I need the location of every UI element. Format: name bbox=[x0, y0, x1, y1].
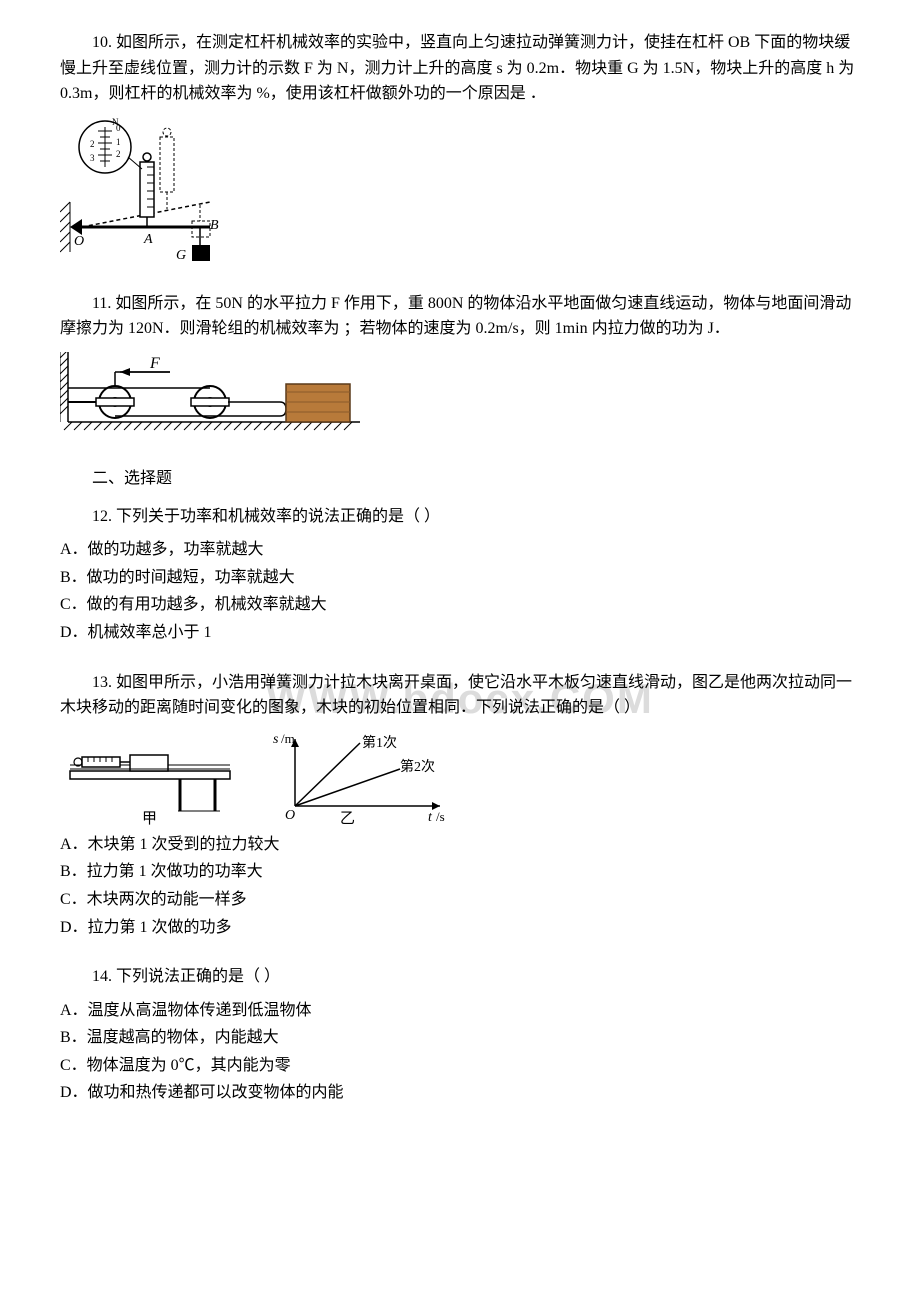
svg-text:2: 2 bbox=[90, 139, 95, 149]
question-13: 13. 如图甲所示，小浩用弹簧测力计拉木块离开桌面，使它沿水平木板匀速直线滑动，… bbox=[60, 670, 860, 941]
svg-text:s: s bbox=[273, 732, 279, 747]
q14-option-d: D．做功和热传递都可以改变物体的内能 bbox=[60, 1080, 860, 1106]
svg-text:第2次: 第2次 bbox=[400, 758, 435, 775]
question-11-figure: F bbox=[60, 352, 860, 442]
q14-option-a: A．温度从高温物体传递到低温物体 bbox=[60, 998, 860, 1024]
question-10-figure: 0 N 1 2 2 3 O A B G bbox=[60, 117, 860, 267]
svg-text:/s: /s bbox=[436, 809, 445, 824]
label-G: G bbox=[176, 248, 186, 263]
q13-option-c: C．木块两次的动能一样多 bbox=[60, 887, 860, 913]
label-F: F bbox=[149, 355, 160, 372]
q13-option-d: D．拉力第 1 次做的功多 bbox=[60, 915, 860, 941]
question-14: 14. 下列说法正确的是（ ） A．温度从高温物体传递到低温物体 B．温度越高的… bbox=[60, 964, 860, 1106]
question-12-options: A．做的功越多，功率就越大 B．做功的时间越短，功率就越大 C．做的有用功越多，… bbox=[60, 537, 860, 645]
question-12: 12. 下列关于功率和机械效率的说法正确的是（ ） A．做的功越多，功率就越大 … bbox=[60, 504, 860, 646]
q12-option-d: D．机械效率总小于 1 bbox=[60, 620, 860, 646]
question-13-figure: 甲 s /m t /s bbox=[60, 731, 860, 826]
question-10-text: 10. 如图所示，在测定杠杆机械效率的实验中，竖直向上匀速拉动弹簧测力计，使挂在… bbox=[60, 30, 860, 107]
svg-text:3: 3 bbox=[90, 153, 95, 163]
question-14-options: A．温度从高温物体传递到低温物体 B．温度越高的物体，内能越大 C．物体温度为 … bbox=[60, 998, 860, 1106]
q14-option-c: C．物体温度为 0℃，其内能为零 bbox=[60, 1053, 860, 1079]
q13-option-b: B．拉力第 1 次做功的功率大 bbox=[60, 859, 860, 885]
question-14-stem: 14. 下列说法正确的是（ ） bbox=[60, 964, 860, 990]
q13-caption-left: 甲 bbox=[142, 811, 157, 826]
svg-text:1: 1 bbox=[116, 137, 121, 147]
svg-text:O: O bbox=[285, 808, 295, 823]
question-10: 10. 如图所示，在测定杠杆机械效率的实验中，竖直向上匀速拉动弹簧测力计，使挂在… bbox=[60, 30, 860, 267]
label-O: O bbox=[74, 234, 84, 249]
svg-text:2: 2 bbox=[116, 149, 121, 159]
q13-figure-left: 甲 bbox=[60, 731, 240, 826]
q14-option-b: B．温度越高的物体，内能越大 bbox=[60, 1025, 860, 1051]
question-13-options: A．木块第 1 次受到的拉力较大 B．拉力第 1 次做功的功率大 C．木块两次的… bbox=[60, 832, 860, 940]
svg-text:第1次: 第1次 bbox=[362, 734, 397, 751]
section-2-header: 二、选择题 bbox=[60, 466, 860, 492]
q13-figure-right: s /m t /s O 第1次 第2次 乙 bbox=[270, 731, 460, 826]
question-12-stem: 12. 下列关于功率和机械效率的说法正确的是（ ） bbox=[60, 504, 860, 530]
page-content: 10. 如图所示，在测定杠杆机械效率的实验中，竖直向上匀速拉动弹簧测力计，使挂在… bbox=[60, 30, 860, 1106]
label-B: B bbox=[210, 218, 219, 233]
question-11: 11. 如图所示，在 50N 的水平拉力 F 作用下，重 800N 的物体沿水平… bbox=[60, 291, 860, 442]
question-13-stem: 13. 如图甲所示，小浩用弹簧测力计拉木块离开桌面，使它沿水平木板匀速直线滑动，… bbox=[60, 670, 860, 721]
svg-text:/m: /m bbox=[281, 731, 295, 746]
label-A: A bbox=[143, 232, 153, 247]
q12-option-c: C．做的有用功越多，机械效率就越大 bbox=[60, 592, 860, 618]
q12-option-a: A．做的功越多，功率就越大 bbox=[60, 537, 860, 563]
svg-text:t: t bbox=[428, 810, 433, 825]
q12-option-b: B．做功的时间越短，功率就越大 bbox=[60, 565, 860, 591]
question-11-text: 11. 如图所示，在 50N 的水平拉力 F 作用下，重 800N 的物体沿水平… bbox=[60, 291, 860, 342]
q13-caption-right: 乙 bbox=[340, 811, 355, 826]
q13-option-a: A．木块第 1 次受到的拉力较大 bbox=[60, 832, 860, 858]
svg-text:N: N bbox=[112, 117, 119, 127]
